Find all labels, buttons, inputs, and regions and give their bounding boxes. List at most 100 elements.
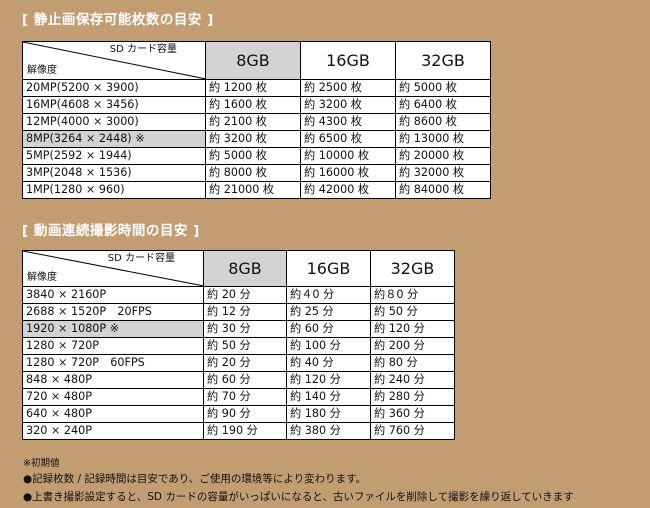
diagonal-line bbox=[23, 251, 203, 286]
video-duration-table: SD カード容量 解像度 8GB 16GB 32GB 3840 × 2160P 約… bbox=[22, 250, 455, 440]
capacity-header-32gb: 32GB bbox=[395, 41, 491, 80]
header-diagonal-cell: SD カード容量 解像度 bbox=[22, 250, 204, 287]
table-row: 848 × 480P 約 60 分約 120 分約 240 分 bbox=[22, 371, 455, 389]
value-cell-8gb: 約 20 分 bbox=[203, 354, 287, 372]
note-overwrite: ●上書き撮影設定すると、SD カードの容量がいっぱいになると、古いファイルを削除… bbox=[23, 491, 574, 503]
value-cell-16gb: 約 40 分 bbox=[286, 354, 371, 372]
resolution-cell: 1280 × 720P bbox=[22, 337, 204, 355]
value-cell-32gb: 約 84000 枚 bbox=[395, 181, 491, 199]
value-cell-32gb: 約 6400 枚 bbox=[395, 96, 491, 114]
value-cell-16gb: 約 100 分 bbox=[286, 337, 371, 355]
table-row: 8MP(3264 × 2448) ※ 約 3200 枚約 6500 枚約 1300… bbox=[22, 130, 491, 148]
value-cell-8gb: 約 30 分 bbox=[203, 320, 287, 338]
default-value-note: ※初期値 bbox=[23, 458, 60, 469]
value-cell-32gb: 約 360 分 bbox=[370, 405, 455, 423]
value-cell-8gb: 約 12 分 bbox=[203, 303, 287, 321]
capacity-header-16gb: 16GB bbox=[286, 250, 371, 287]
resolution-cell: 720 × 480P bbox=[22, 388, 204, 406]
resolution-cell: 320 × 240P bbox=[22, 422, 204, 440]
value-cell-16gb: 約 6500 枚 bbox=[300, 130, 396, 148]
value-cell-32gb: 約 50 分 bbox=[370, 303, 455, 321]
resolution-cell: 20MP(5200 × 3900) bbox=[22, 79, 206, 97]
note-estimate: ●記録枚数 / 記録時間は目安であり、ご使用の環境等により変わります。 bbox=[23, 473, 367, 485]
table-row: 16MP(4608 × 3456) 約 1600 枚約 3200 枚約 6400 … bbox=[22, 96, 491, 114]
header-resolution-label: 解像度 bbox=[27, 65, 57, 76]
diagonal-line bbox=[23, 42, 205, 79]
value-cell-32gb: 約 20000 枚 bbox=[395, 147, 491, 165]
still-image-capacity-table: SD カード容量 解像度 8GB 16GB 32GB 20MP(5200 × 3… bbox=[22, 41, 491, 199]
value-cell-32gb: 約 280 分 bbox=[370, 388, 455, 406]
value-cell-16gb: 約 10000 枚 bbox=[300, 147, 396, 165]
table-row: 20MP(5200 × 3900) 約 1200 枚約 2500 枚約 5000 … bbox=[22, 79, 491, 97]
value-cell-32gb: 約 32000 枚 bbox=[395, 164, 491, 182]
capacity-header-8gb: 8GB bbox=[205, 41, 301, 80]
resolution-cell: 5MP(2592 × 1944) bbox=[22, 147, 206, 165]
header-capacity-label: SD カード容量 bbox=[107, 253, 175, 264]
capacity-header-32gb: 32GB bbox=[370, 250, 455, 287]
resolution-cell: 848 × 480P bbox=[22, 371, 204, 389]
table-header-row: SD カード容量 解像度 8GB 16GB 32GB bbox=[22, 41, 491, 80]
value-cell-32gb: 約 760 分 bbox=[370, 422, 455, 440]
value-cell-16gb: 約 16000 枚 bbox=[300, 164, 396, 182]
value-cell-32gb: 約 200 分 bbox=[370, 337, 455, 355]
value-cell-8gb: 約 21000 枚 bbox=[205, 181, 301, 199]
value-cell-8gb: 約 8000 枚 bbox=[205, 164, 301, 182]
table-row: 1MP(1280 × 960) 約 21000 枚約 42000 枚約 84000… bbox=[22, 181, 491, 199]
table-row: 5MP(2592 × 1944) 約 5000 枚約 10000 枚約 20000… bbox=[22, 147, 491, 165]
value-cell-32gb: 約 120 分 bbox=[370, 320, 455, 338]
value-cell-16gb: 約 380 分 bbox=[286, 422, 371, 440]
value-cell-8gb: 約 90 分 bbox=[203, 405, 287, 423]
header-capacity-label: SD カード容量 bbox=[109, 44, 177, 55]
resolution-cell: 1280 × 720P 60FPS bbox=[22, 354, 204, 372]
value-cell-32gb: 約 8600 枚 bbox=[395, 113, 491, 131]
resolution-cell: 12MP(4000 × 3000) bbox=[22, 113, 206, 131]
capacity-header-16gb: 16GB bbox=[300, 41, 396, 80]
value-cell-8gb: 約 70 分 bbox=[203, 388, 287, 406]
resolution-cell: 16MP(4608 × 3456) bbox=[22, 96, 206, 114]
resolution-cell: 3MP(2048 × 1536) bbox=[22, 164, 206, 182]
value-cell-16gb: 約４0 分 bbox=[286, 286, 371, 304]
value-cell-16gb: 約 42000 枚 bbox=[300, 181, 396, 199]
value-cell-8gb: 約 60 分 bbox=[203, 371, 287, 389]
table-header-row: SD カード容量 解像度 8GB 16GB 32GB bbox=[22, 250, 455, 287]
value-cell-16gb: 約 4300 枚 bbox=[300, 113, 396, 131]
table-row: 640 × 480P 約 90 分約 180 分約 360 分 bbox=[22, 405, 455, 423]
value-cell-32gb: 約 13000 枚 bbox=[395, 130, 491, 148]
table-row: 1280 × 720P 60FPS 約 20 分約 40 分約 80 分 bbox=[22, 354, 455, 372]
value-cell-16gb: 約 180 分 bbox=[286, 405, 371, 423]
table-row: 3840 × 2160P 約 20 分約４0 分約８0 分 bbox=[22, 286, 455, 304]
table-row: 320 × 240P 約 190 分約 380 分約 760 分 bbox=[22, 422, 455, 440]
table-row: 720 × 480P 約 70 分約 140 分約 280 分 bbox=[22, 388, 455, 406]
value-cell-8gb: 約 5000 枚 bbox=[205, 147, 301, 165]
capacity-header-8gb: 8GB bbox=[203, 250, 287, 287]
value-cell-32gb: 約 80 分 bbox=[370, 354, 455, 372]
resolution-cell: 1MP(1280 × 960) bbox=[22, 181, 206, 199]
resolution-cell: 2688 × 1520P 20FPS bbox=[22, 303, 204, 321]
value-cell-16gb: 約 60 分 bbox=[286, 320, 371, 338]
table-row: 1280 × 720P 約 50 分約 100 分約 200 分 bbox=[22, 337, 455, 355]
value-cell-8gb: 約 20 分 bbox=[203, 286, 287, 304]
resolution-cell: 1920 × 1080P ※ bbox=[22, 320, 204, 338]
value-cell-32gb: 約 5000 枚 bbox=[395, 79, 491, 97]
still-section-title: [ 静止画保存可能枚数の目安 ] bbox=[22, 12, 214, 28]
value-cell-8gb: 約 2100 枚 bbox=[205, 113, 301, 131]
value-cell-32gb: 約 240 分 bbox=[370, 371, 455, 389]
value-cell-32gb: 約８0 分 bbox=[370, 286, 455, 304]
table-row: 12MP(4000 × 3000) 約 2100 枚約 4300 枚約 8600 … bbox=[22, 113, 491, 131]
resolution-cell: 3840 × 2160P bbox=[22, 286, 204, 304]
value-cell-16gb: 約 140 分 bbox=[286, 388, 371, 406]
table-row: 3MP(2048 × 1536) 約 8000 枚約 16000 枚約 32000… bbox=[22, 164, 491, 182]
video-section-title: [ 動画連続撮影時間の目安 ] bbox=[22, 223, 200, 239]
table-row: 2688 × 1520P 20FPS 約 12 分約 25 分約 50 分 bbox=[22, 303, 455, 321]
header-resolution-label: 解像度 bbox=[27, 272, 57, 283]
value-cell-16gb: 約 25 分 bbox=[286, 303, 371, 321]
table-row: 1920 × 1080P ※ 約 30 分約 60 分約 120 分 bbox=[22, 320, 455, 338]
value-cell-8gb: 約 3200 枚 bbox=[205, 130, 301, 148]
resolution-cell: 8MP(3264 × 2448) ※ bbox=[22, 130, 206, 148]
value-cell-16gb: 約 2500 枚 bbox=[300, 79, 396, 97]
value-cell-16gb: 約 3200 枚 bbox=[300, 96, 396, 114]
resolution-cell: 640 × 480P bbox=[22, 405, 204, 423]
value-cell-8gb: 約 1200 枚 bbox=[205, 79, 301, 97]
value-cell-8gb: 約 190 分 bbox=[203, 422, 287, 440]
value-cell-16gb: 約 120 分 bbox=[286, 371, 371, 389]
